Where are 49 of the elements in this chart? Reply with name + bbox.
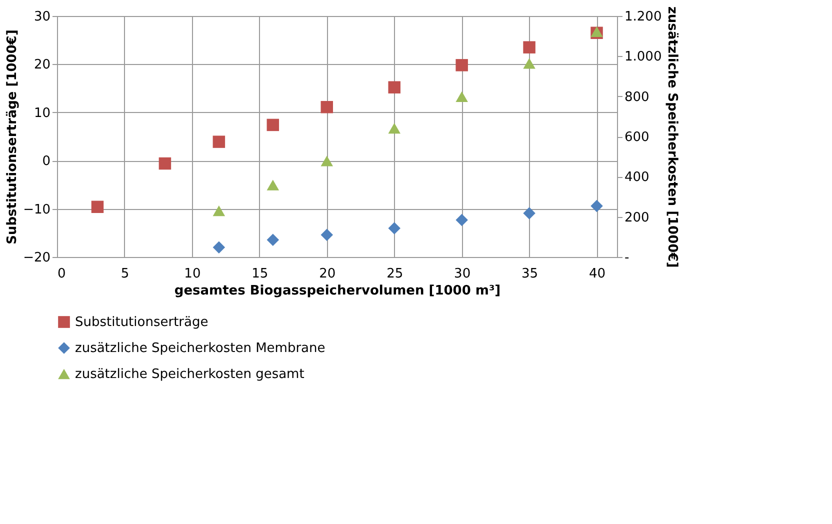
- point: [212, 206, 226, 216]
- point: [456, 214, 468, 226]
- legend-label: zusätzliche Speicherkosten Membrane: [75, 341, 326, 356]
- y-tick-label: 30: [34, 10, 50, 24]
- x-tick-label: 15: [252, 266, 268, 282]
- y-tick-label: −20: [23, 250, 50, 266]
- point: [266, 180, 280, 190]
- point: [320, 100, 334, 114]
- point: [320, 156, 334, 166]
- y2-tick-label: 200: [624, 210, 650, 226]
- point: [523, 58, 536, 69]
- point: [158, 157, 172, 170]
- x-tick-label: 40: [588, 266, 606, 282]
- y-axis-title: Substitutionserträge [1000€]: [5, 30, 20, 244]
- point: [456, 91, 468, 102]
- y2-tick-label: 600: [624, 130, 650, 145]
- legend-label: zusätzliche Speicherkosten gesamt: [75, 367, 304, 382]
- point: [212, 136, 226, 148]
- y2-axis-title: zusätzliche Speicherkosten [1000€]: [664, 6, 680, 268]
- point: [388, 222, 400, 234]
- point: [266, 234, 280, 246]
- point: [91, 200, 104, 213]
- point: [523, 41, 536, 54]
- point: [212, 241, 226, 254]
- point: [590, 200, 603, 212]
- x-tick-label: 25: [386, 266, 404, 282]
- x-tick-label: 30: [454, 266, 471, 282]
- y-tick-label: 0: [42, 154, 50, 170]
- y-tick-label: −10: [23, 202, 50, 218]
- y-tick-label: 10: [34, 106, 50, 121]
- y2-tick-label: -: [624, 250, 630, 266]
- legend-label: Substitutionserträge: [75, 315, 208, 330]
- x-tick-label: 35: [522, 266, 538, 282]
- x-tick-label: 5: [120, 266, 130, 282]
- y2-tick-label: 800: [624, 90, 650, 105]
- y2-tick-label: 1.000: [624, 50, 662, 65]
- point: [388, 81, 400, 94]
- y2-tick-label: 400: [624, 170, 650, 186]
- point: [388, 122, 400, 134]
- point: [320, 228, 334, 242]
- y-tick-label: 20: [34, 58, 50, 73]
- x-axis-title: gesamtes Biogasspeichervolumen [1000 m³]: [174, 284, 501, 298]
- point: [523, 207, 536, 220]
- point: [266, 118, 280, 132]
- y2-tick-label: 1.200: [624, 10, 662, 24]
- point: [456, 59, 468, 72]
- x-tick-label: 20: [319, 266, 336, 282]
- x-tick-label: 10: [184, 266, 201, 282]
- x-tick-label: 0: [58, 266, 66, 282]
